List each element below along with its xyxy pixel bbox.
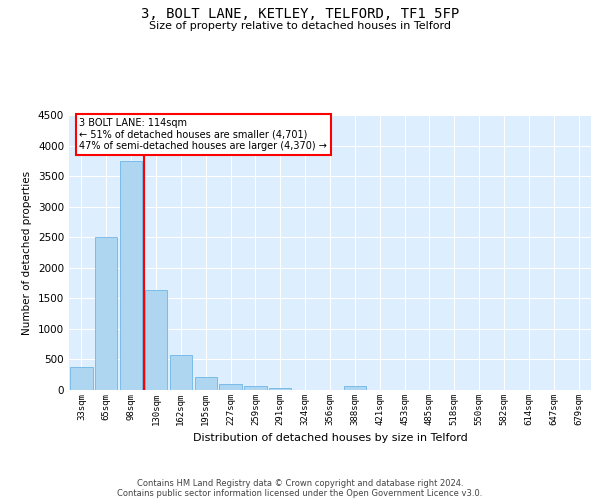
Text: Size of property relative to detached houses in Telford: Size of property relative to detached ho…	[149, 21, 451, 31]
Y-axis label: Number of detached properties: Number of detached properties	[22, 170, 32, 334]
X-axis label: Distribution of detached houses by size in Telford: Distribution of detached houses by size …	[193, 434, 467, 444]
Bar	[220, 384, 242, 390]
Bar	[170, 354, 192, 390]
Bar	[95, 237, 118, 390]
Bar	[269, 388, 292, 390]
Text: 3, BOLT LANE, KETLEY, TELFORD, TF1 5FP: 3, BOLT LANE, KETLEY, TELFORD, TF1 5FP	[141, 8, 459, 22]
Text: 3 BOLT LANE: 114sqm
← 51% of detached houses are smaller (4,701)
47% of semi-det: 3 BOLT LANE: 114sqm ← 51% of detached ho…	[79, 118, 328, 151]
Bar	[194, 376, 217, 390]
Text: Contains HM Land Registry data © Crown copyright and database right 2024.: Contains HM Land Registry data © Crown c…	[137, 478, 463, 488]
Bar	[120, 161, 142, 390]
Bar	[70, 368, 92, 390]
Bar	[344, 386, 366, 390]
Text: Contains public sector information licensed under the Open Government Licence v3: Contains public sector information licen…	[118, 488, 482, 498]
Bar	[244, 386, 266, 390]
Bar	[145, 290, 167, 390]
